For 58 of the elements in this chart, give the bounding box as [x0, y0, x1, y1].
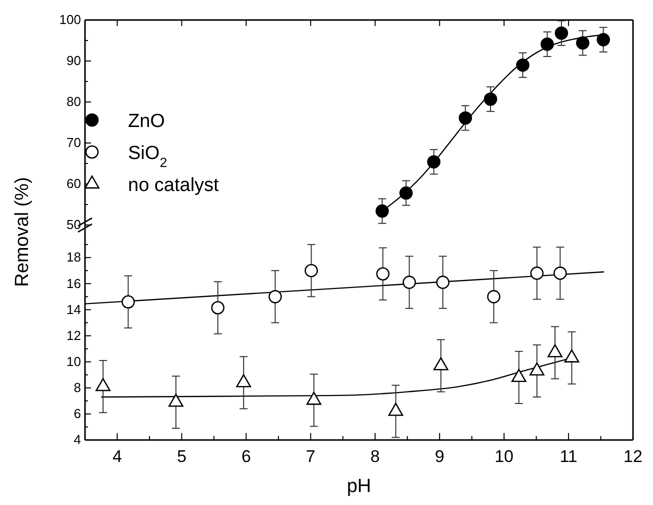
x-axis-title: pH [346, 476, 372, 497]
point [516, 58, 530, 72]
point [306, 392, 322, 405]
y-tick-label: 90 [66, 53, 81, 68]
point [433, 357, 448, 370]
x-tick-label: 7 [306, 447, 316, 466]
x-tick-label: 5 [176, 447, 186, 466]
point [529, 362, 544, 376]
y-tick-label: 6 [74, 406, 81, 422]
point [304, 264, 318, 278]
point [427, 155, 440, 169]
point [376, 267, 390, 281]
point [487, 290, 500, 304]
point [458, 111, 472, 125]
y-axis-title: Removal (%) [12, 177, 33, 287]
point [268, 290, 282, 304]
y-tick-label: 4 [74, 432, 81, 448]
y-tick-label: 12 [66, 328, 81, 343]
x-tick-label: 6 [241, 447, 251, 466]
point [436, 276, 450, 289]
point [399, 186, 413, 200]
point [484, 92, 498, 106]
point [388, 402, 404, 416]
y-tick-label: 8 [74, 380, 81, 396]
legend-label: SiO$_{2}$ [128, 143, 168, 170]
point [122, 295, 135, 309]
y-tick-label: 60 [66, 176, 81, 192]
y-tick-label: 14 [66, 302, 81, 317]
x-tick-label: 9 [434, 447, 444, 466]
x-tick-label: 10 [494, 447, 514, 466]
x-tick-label: 11 [560, 447, 578, 466]
legend-label: no catalyst [128, 175, 220, 196]
point [554, 26, 568, 40]
y-tick-label: 16 [66, 276, 81, 291]
point [96, 378, 110, 392]
point [236, 374, 252, 388]
point [564, 349, 580, 362]
point [376, 204, 389, 218]
y-tick-label: 50 [66, 217, 81, 232]
y-tick-label: 100 [59, 12, 81, 28]
point [548, 344, 562, 358]
x-tick-label: 12 [624, 447, 642, 466]
point [511, 368, 526, 382]
point [576, 36, 590, 50]
x-tick-label: 8 [370, 447, 380, 466]
y-tick-label: 70 [66, 135, 81, 150]
y-tick-label: 80 [66, 94, 81, 110]
legend-label: ZnO [128, 111, 165, 132]
point [554, 266, 567, 280]
y-tick-label: 18 [66, 250, 81, 265]
y-tick-label: 10 [66, 354, 81, 369]
point [211, 301, 224, 314]
point [596, 33, 610, 46]
point [402, 276, 416, 289]
point [540, 38, 554, 51]
point [168, 394, 184, 407]
x-tick-label: 4 [112, 447, 122, 466]
point [530, 266, 544, 280]
